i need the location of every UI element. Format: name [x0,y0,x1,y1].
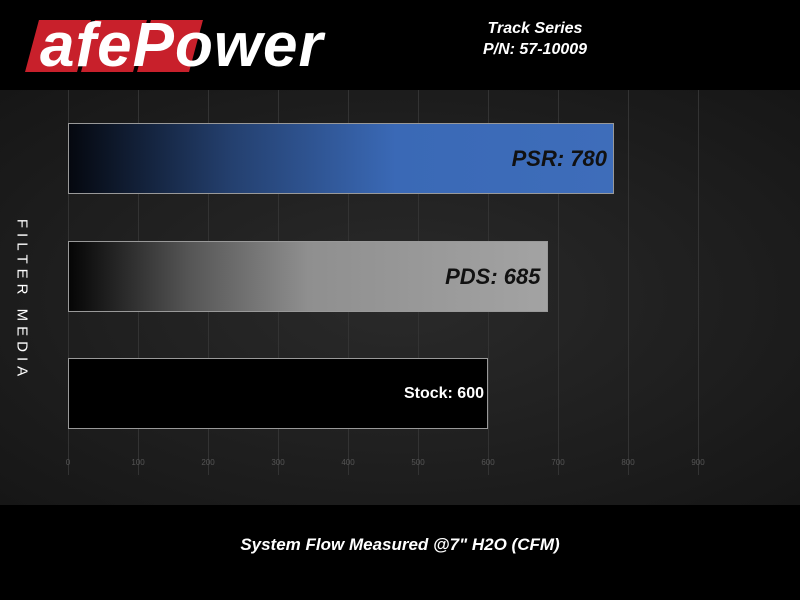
x-tick-label: 100 [131,458,145,467]
data-label: Stock: 600 [403,384,484,402]
afe-power-logo: afePower [18,11,378,80]
x-tick-label: 400 [341,458,355,467]
x-tick-label: 0 [65,458,71,467]
gridline [628,90,629,475]
data-label: PDS: 685 [445,263,541,289]
part-number: P/N: 57-10009 [482,41,588,58]
x-tick-label: 200 [201,458,215,467]
x-axis-label: System Flow Measured @7" H2O (CFM) [240,535,560,554]
chart-title: Track Series P/N: 57-10009 [420,18,650,60]
header: afePower Track Series P/N: 57-10009 [0,0,800,90]
y-axis-label: FILTER MEDIA [13,218,31,382]
gridline [558,90,559,475]
series-title: Track Series [487,20,583,37]
x-tick-label: 300 [271,458,285,467]
x-tick-label: 500 [411,458,425,467]
plot-area: 0 100 200 300 400 500 600 700 800 900 PSR: 780 PDS:… [0,90,800,505]
bar-pds: PDS: 685 [68,241,548,312]
gridline [698,90,699,475]
bar-stock: Stock: 600 [68,358,488,429]
x-tick-label: 600 [481,458,495,467]
x-tick-label: 800 [621,458,635,467]
bar-psr: PSR: 780 [68,123,614,194]
data-label: PSR: 780 [511,145,607,171]
x-tick-label: 700 [551,458,565,467]
x-tick-label: 900 [691,458,705,467]
